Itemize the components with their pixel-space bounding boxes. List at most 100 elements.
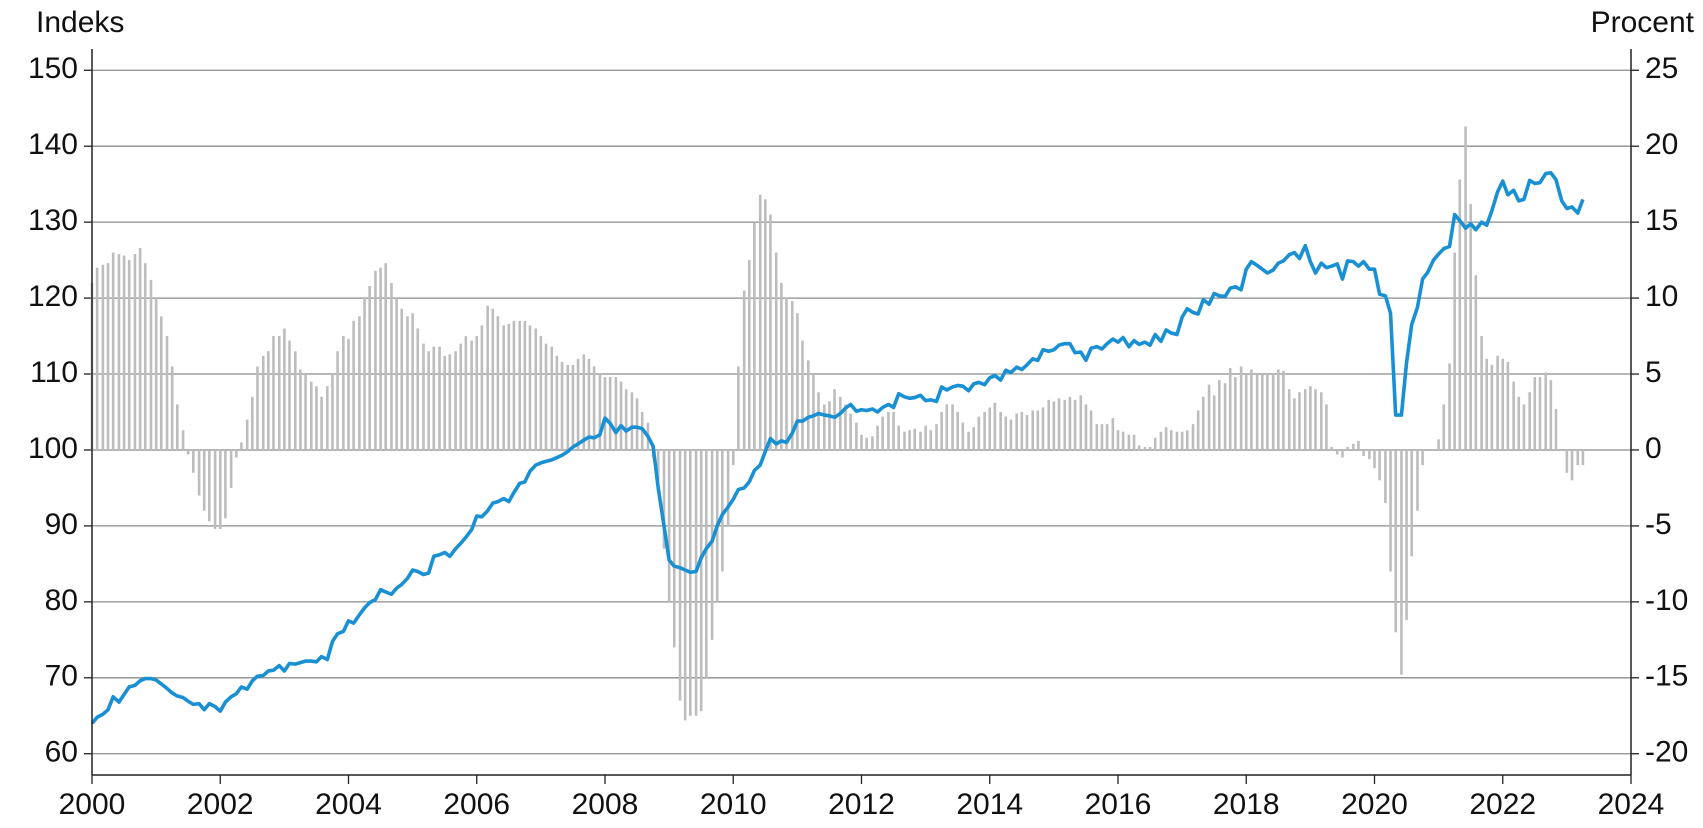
x-tick-label: 2004 [315, 788, 382, 821]
bar [1143, 446, 1147, 450]
bar [1293, 398, 1296, 450]
bar [277, 336, 281, 450]
bar [881, 416, 884, 450]
bar [967, 431, 970, 450]
bar [1581, 449, 1585, 466]
bar [1287, 389, 1291, 450]
bar [304, 374, 307, 450]
bar [1132, 434, 1136, 450]
bar [1405, 449, 1408, 621]
bar [267, 351, 270, 450]
bar [111, 252, 115, 450]
bar [1020, 412, 1024, 450]
bar [459, 343, 463, 450]
x-tick-label: 2024 [1598, 788, 1665, 821]
bar [534, 328, 538, 450]
bar [769, 214, 772, 450]
bar [614, 377, 618, 450]
bar [427, 351, 430, 450]
bar [1522, 404, 1526, 450]
bar [688, 449, 692, 716]
bar [310, 381, 313, 450]
bar [796, 313, 799, 450]
bar [528, 325, 532, 450]
bar [1153, 437, 1157, 450]
bar [1180, 431, 1184, 450]
bar [774, 252, 778, 450]
y2-tick-label: -10 [1645, 584, 1688, 617]
bar [1127, 434, 1131, 450]
bar [887, 412, 890, 450]
bar [1282, 370, 1285, 450]
bar [117, 254, 121, 450]
bar [186, 449, 190, 455]
bar [395, 298, 398, 450]
bar [1309, 386, 1312, 450]
bar [694, 449, 698, 716]
bar [1298, 392, 1301, 450]
bar [1469, 203, 1472, 450]
bar [175, 404, 179, 450]
x-tick-label: 2022 [1469, 788, 1536, 821]
bar [1250, 369, 1253, 450]
bar [159, 316, 163, 450]
bar [1506, 361, 1510, 450]
bar [470, 340, 473, 450]
bar [502, 325, 505, 450]
bar [486, 305, 489, 450]
bar [913, 428, 917, 450]
x-tick-label: 2012 [828, 788, 895, 821]
bar [662, 449, 666, 549]
bar [844, 404, 847, 450]
x-tick-label: 2018 [1213, 788, 1280, 821]
bar [1352, 443, 1355, 450]
bar [1533, 377, 1537, 450]
x-tick-label: 2014 [956, 788, 1023, 821]
bar [1464, 126, 1467, 450]
bar [283, 328, 286, 450]
bar [1089, 410, 1093, 450]
bar [833, 389, 836, 450]
bar [1512, 381, 1515, 450]
bar [299, 369, 302, 450]
bar [336, 351, 339, 450]
bar [1416, 449, 1419, 511]
bar [1084, 404, 1088, 450]
bar [817, 392, 820, 450]
bar [1073, 399, 1077, 450]
y2-tick-label: 5 [1645, 356, 1662, 389]
bar [1554, 408, 1558, 450]
bar [352, 320, 355, 450]
bar [272, 336, 275, 450]
bar [823, 404, 826, 450]
line [90, 170, 1585, 725]
bar [550, 346, 554, 450]
bar [384, 263, 387, 450]
bar [416, 328, 420, 450]
bar [961, 422, 965, 450]
bar [742, 290, 746, 450]
bar [721, 449, 724, 572]
bar [315, 386, 318, 450]
bar [480, 325, 484, 450]
bar [320, 396, 323, 450]
bar [1330, 446, 1333, 450]
bar [608, 377, 612, 450]
bar [983, 412, 986, 450]
bar [1528, 392, 1531, 450]
bar [678, 449, 682, 701]
bar [587, 358, 591, 450]
bar [358, 316, 361, 450]
bar [812, 374, 815, 450]
bar [106, 263, 110, 450]
x-tick-label: 2016 [1085, 788, 1152, 821]
bar [443, 355, 446, 450]
bar [1303, 389, 1307, 450]
bar [422, 343, 425, 450]
y2-tick-label: 10 [1645, 280, 1678, 313]
bar [919, 431, 922, 450]
y-tick-label: 60 [45, 736, 78, 769]
bar [1025, 415, 1029, 450]
bar [127, 260, 131, 450]
bar [1004, 416, 1008, 450]
